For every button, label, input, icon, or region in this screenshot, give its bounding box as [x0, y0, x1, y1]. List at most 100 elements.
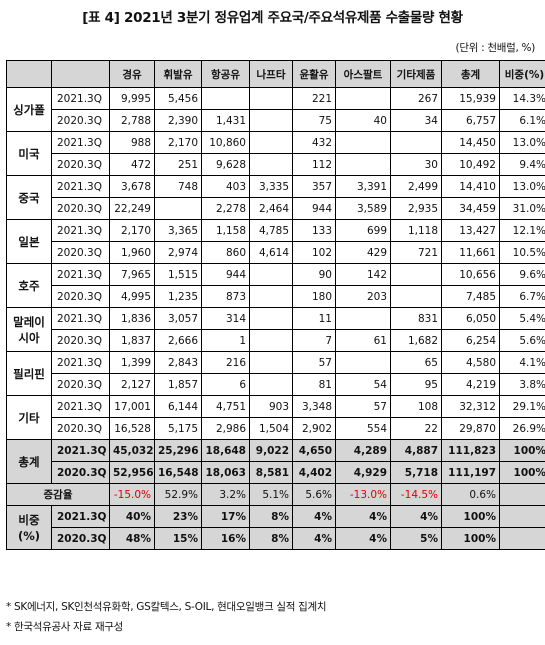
value-cell: 9.4%: [499, 153, 545, 176]
value-cell: 1,118: [390, 219, 442, 242]
value-cell: [390, 285, 442, 308]
table-row: 말레이시아 2021.3Q 1,836 3,057 314 11 831 6,050 5.4%: [6, 307, 545, 352]
value-cell: 2,788: [109, 109, 155, 132]
value-cell: 2,278: [201, 197, 250, 220]
value-cell: 4%: [335, 527, 391, 550]
value-cell: 4,785: [249, 219, 293, 242]
period-cell: 2021.3Q: [51, 395, 110, 418]
value-cell: 17,001: [109, 395, 155, 418]
table-row: 비중 (%) 2021.3Q 40% 23% 17% 8% 4% 4% 4% 100%: [6, 505, 545, 550]
region-cell: 기타: [6, 395, 52, 440]
table-row: 기타 2021.3Q 17,001 6,144 4,751 903 3,348 57 108 32…: [6, 395, 545, 440]
value-cell: 40%: [109, 505, 155, 528]
value-cell: 1,837: [109, 329, 155, 352]
value-cell: 1,857: [154, 373, 202, 396]
value-cell: [335, 153, 391, 176]
header-cell: 항공유: [201, 60, 250, 88]
period-cell: 2020.3Q: [51, 373, 110, 396]
value-cell: 1,960: [109, 241, 155, 264]
table-row: 2020.3Q 1,837 2,666 1 7 61 1,682 6,254 5.6%: [7, 329, 545, 352]
value-cell: 6,254: [441, 329, 500, 352]
value-cell: 9,628: [201, 153, 250, 176]
header-cell: [6, 60, 52, 88]
value-cell: 9.6%: [499, 263, 545, 286]
table-row: 호주 2021.3Q 7,965 1,515 944 90 142 10,656 9.6%: [6, 263, 545, 308]
value-cell: 2,986: [201, 417, 250, 440]
value-cell: 403: [201, 175, 250, 198]
value-cell: 944: [201, 263, 250, 286]
value-cell: 7,965: [109, 263, 155, 286]
value-cell: 112: [292, 153, 336, 176]
value-cell: 16,548: [154, 461, 202, 484]
growth-value-cell: -15.0%: [109, 483, 155, 506]
value-cell: [201, 87, 250, 110]
value-cell: 4,580: [441, 351, 500, 374]
value-cell: 6.7%: [499, 285, 545, 308]
table-row: 필리핀 2021.3Q 1,399 2,843 216 57 65 4,580 4.1%: [6, 351, 545, 396]
value-cell: 111,197: [441, 461, 500, 484]
value-cell: [390, 131, 442, 154]
value-cell: 2,170: [154, 131, 202, 154]
value-cell: 61: [335, 329, 391, 352]
value-cell: 102: [292, 241, 336, 264]
value-cell: 10.5%: [499, 241, 545, 264]
value-cell: 133: [292, 219, 336, 242]
value-cell: 4,995: [109, 285, 155, 308]
table-row: 2020.3Q 16,528 5,175 2,986 1,504 2,902 554 22 29…: [7, 417, 545, 440]
region-cell: 말레이시아: [6, 307, 52, 352]
region-label-line: (%): [17, 528, 41, 543]
value-cell: 1,431: [201, 109, 250, 132]
value-cell: [335, 351, 391, 374]
table-row: 중국 2021.3Q 3,678 748 403 3,335 357 3,391 2,499 14…: [6, 175, 545, 220]
value-cell: 1,399: [109, 351, 155, 374]
header-cell: 아스팔트: [335, 60, 391, 88]
value-cell: 34,459: [441, 197, 500, 220]
value-cell: 9,995: [109, 87, 155, 110]
header-cell: 나프타: [249, 60, 293, 88]
growth-value-cell: 52.9%: [154, 483, 202, 506]
value-cell: 48%: [109, 527, 155, 550]
period-cell: 2021.3Q: [51, 505, 110, 528]
value-cell: [335, 307, 391, 330]
value-cell: 142: [335, 263, 391, 286]
export-volume-table: 경유 휘발유 항공유 나프타 윤활유 아스팔트 기타제품 총계 비중(%) 싱가…: [6, 60, 545, 550]
value-cell: [335, 87, 391, 110]
value-cell: 23%: [154, 505, 202, 528]
region-cell: 중국: [6, 175, 52, 220]
value-cell: 2,127: [109, 373, 155, 396]
value-cell: 18,063: [201, 461, 250, 484]
value-cell: 111,823: [441, 439, 500, 462]
table-row: 2020.3Q 2,788 2,390 1,431 75 40 34 6,757 6.1%: [7, 109, 545, 132]
value-cell: 4%: [292, 505, 336, 528]
header-cell: 휘발유: [154, 60, 202, 88]
value-cell: 221: [292, 87, 336, 110]
region-cell: 총계: [6, 439, 52, 484]
value-cell: 1,504: [249, 417, 293, 440]
value-cell: 34: [390, 109, 442, 132]
value-cell: 216: [201, 351, 250, 374]
value-cell: 3,057: [154, 307, 202, 330]
value-cell: 4.1%: [499, 351, 545, 374]
value-cell: 2,974: [154, 241, 202, 264]
table-row: 2020.3Q 52,956 16,548 18,063 8,581 4,402 4,929…: [7, 461, 545, 484]
value-cell: 15,939: [441, 87, 500, 110]
value-cell: 6,144: [154, 395, 202, 418]
value-cell: 5,175: [154, 417, 202, 440]
value-cell: 3,589: [335, 197, 391, 220]
value-cell: 2,499: [390, 175, 442, 198]
value-cell: 10,656: [441, 263, 500, 286]
growth-row: 증감율 -15.0% 52.9% 3.2% 5.1% 5.6% -13.0% -14.5% 0.…: [6, 483, 545, 506]
value-cell: [499, 505, 545, 528]
value-cell: 5%: [390, 527, 442, 550]
value-cell: 2,390: [154, 109, 202, 132]
footnote: * 한국석유공사 자료 재구성: [6, 621, 124, 633]
value-cell: 11,661: [441, 241, 500, 264]
value-cell: 108: [390, 395, 442, 418]
value-cell: 1,515: [154, 263, 202, 286]
value-cell: 5,718: [390, 461, 442, 484]
value-cell: 831: [390, 307, 442, 330]
value-cell: 26.9%: [499, 417, 545, 440]
unit-label: (단위 : 천배럴, %): [455, 42, 536, 54]
value-cell: 1,836: [109, 307, 155, 330]
table-row: 2020.3Q 2,127 1,857 6 81 54 95 4,219 3.8%: [7, 373, 545, 396]
